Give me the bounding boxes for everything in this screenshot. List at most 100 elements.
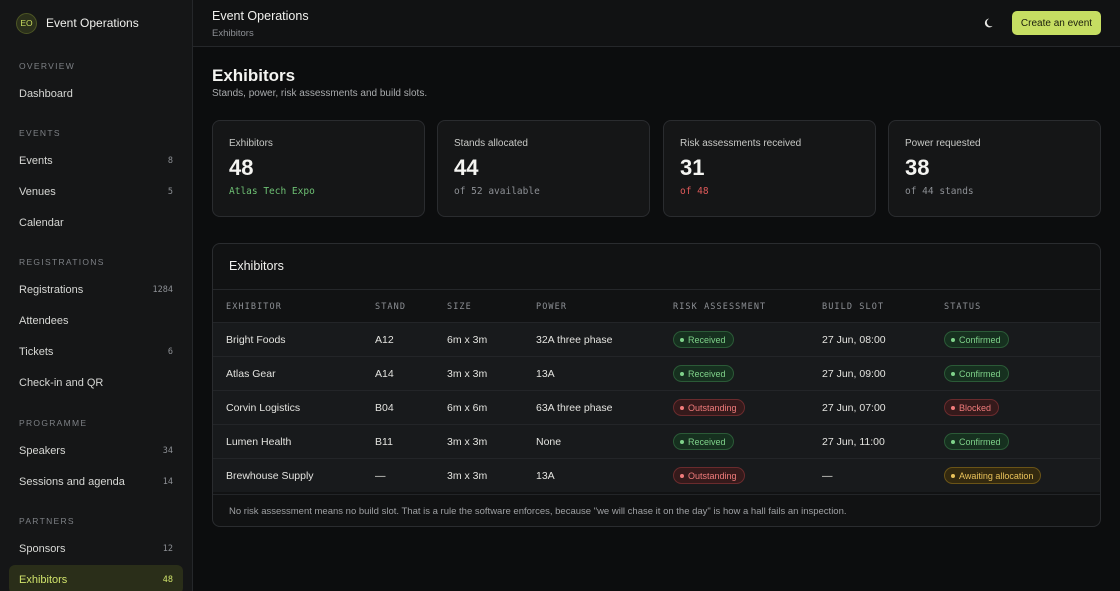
sidebar-item-count: 1284 bbox=[152, 284, 173, 295]
sidebar-item-events[interactable]: Events 8 bbox=[9, 146, 183, 175]
status-dot-icon bbox=[680, 337, 684, 342]
stat-label: Exhibitors bbox=[229, 138, 273, 149]
cell-exhibitor: Atlas Gear bbox=[226, 368, 276, 380]
table-row[interactable]: Brewhouse Supply — 3m x 3m 13A Outstanding — A… bbox=[213, 458, 1100, 492]
risk-badge: Received bbox=[673, 331, 734, 348]
cell-power: None bbox=[536, 436, 562, 448]
exhibitors-panel: Exhibitors EXHIBITOR STAND SIZE POWER RI… bbox=[212, 243, 1101, 527]
sidebar-item-label: Events bbox=[19, 154, 53, 167]
status-dot-icon bbox=[951, 405, 955, 410]
page-subtitle: Stands, power, risk assessments and buil… bbox=[212, 88, 428, 99]
sidebar-item-sponsors[interactable]: Sponsors 12 bbox=[9, 534, 183, 563]
sidebar-item-registrations[interactable]: Registrations 1284 bbox=[9, 275, 183, 304]
status-badge: Blocked bbox=[944, 399, 1000, 416]
column-header-risk[interactable]: RISK ASSESSMENT bbox=[673, 302, 767, 312]
cell-stand: A14 bbox=[375, 368, 394, 380]
status-dot-icon bbox=[951, 371, 955, 376]
stat-value: 48 bbox=[229, 155, 254, 180]
create-event-button[interactable]: Create an event bbox=[1012, 11, 1101, 35]
stat-value: 44 bbox=[454, 155, 479, 180]
cell-size: 3m x 3m bbox=[447, 470, 488, 482]
stat-card-exhibitors: Exhibitors 48 Atlas Tech Expo bbox=[212, 120, 425, 217]
cell-power: 32A three phase bbox=[536, 334, 613, 346]
sidebar-item-count: 12 bbox=[162, 543, 173, 554]
table-row[interactable]: Corvin Logistics B04 6m x 6m 63A three phas… bbox=[213, 390, 1100, 424]
stat-note: of 48 bbox=[680, 186, 709, 197]
table-row[interactable]: Bright Foods A12 6m x 3m 32A three phase Rec… bbox=[213, 322, 1100, 356]
brand[interactable]: EO Event Operations bbox=[0, 0, 192, 46]
table-footnote: No risk assessment means no build slot. … bbox=[213, 494, 1100, 526]
status-dot-icon bbox=[951, 473, 955, 478]
moon-icon[interactable] bbox=[983, 16, 997, 30]
table-header: EXHIBITOR STAND SIZE POWER RISK ASSESSME… bbox=[213, 289, 1100, 322]
status-dot-icon bbox=[951, 337, 955, 342]
sidebar-item-dashboard[interactable]: Dashboard bbox=[9, 79, 183, 108]
column-header-status[interactable]: STATUS bbox=[944, 302, 982, 312]
cell-exhibitor: Corvin Logistics bbox=[226, 402, 301, 414]
sidebar-item-exhibitors[interactable]: Exhibitors 48 bbox=[9, 565, 183, 591]
sidebar-item-speakers[interactable]: Speakers 34 bbox=[9, 436, 183, 465]
cell-size: 6m x 3m bbox=[447, 334, 488, 346]
cell-exhibitor: Bright Foods bbox=[226, 334, 286, 346]
stat-value: 38 bbox=[905, 155, 930, 180]
cell-build-slot: 27 Jun, 11:00 bbox=[822, 436, 885, 448]
cell-stand: B11 bbox=[375, 436, 393, 448]
risk-badge: Received bbox=[673, 433, 734, 450]
cell-stand: B04 bbox=[375, 402, 394, 414]
sidebar-item-label: Speakers bbox=[19, 444, 66, 457]
breadcrumb[interactable]: Exhibitors bbox=[212, 28, 254, 39]
cell-build-slot: — bbox=[822, 470, 833, 482]
status-dot-icon bbox=[680, 405, 684, 410]
sidebar-item-label: Sponsors bbox=[19, 542, 66, 555]
stat-value: 31 bbox=[680, 155, 705, 180]
column-header-exhibitor[interactable]: EXHIBITOR bbox=[226, 302, 282, 312]
risk-badge-label: Outstanding bbox=[688, 470, 737, 481]
status-badge-label: Blocked bbox=[959, 402, 992, 413]
app-title: Event Operations bbox=[212, 9, 309, 23]
cell-size: 3m x 3m bbox=[447, 436, 488, 448]
nav-section-partners: PARTNERS bbox=[19, 516, 75, 526]
nav-section-registrations: REGISTRATIONS bbox=[19, 257, 105, 267]
sidebar: EO Event Operations OVERVIEW Dashboard E… bbox=[0, 0, 193, 591]
status-badge-label: Confirmed bbox=[959, 368, 1001, 379]
cell-size: 6m x 6m bbox=[447, 402, 488, 414]
sidebar-item-label: Exhibitors bbox=[19, 573, 68, 586]
sidebar-item-venues[interactable]: Venues 5 bbox=[9, 177, 183, 206]
sidebar-item-count: 14 bbox=[162, 476, 173, 487]
status-dot-icon bbox=[680, 473, 684, 478]
cell-stand: A12 bbox=[375, 334, 394, 346]
sidebar-item-attendees[interactable]: Attendees bbox=[9, 306, 183, 335]
sidebar-item-count: 8 bbox=[167, 155, 173, 166]
column-header-stand[interactable]: STAND bbox=[375, 302, 407, 312]
cell-exhibitor: Brewhouse Supply bbox=[226, 470, 314, 482]
sidebar-item-label: Sessions and agenda bbox=[19, 475, 125, 488]
sidebar-item-calendar[interactable]: Calendar bbox=[9, 208, 183, 237]
column-header-build-slot[interactable]: BUILD SLOT bbox=[822, 302, 885, 312]
brand-name: Event Operations bbox=[46, 16, 139, 30]
sidebar-item-label: Venues bbox=[19, 185, 56, 198]
sidebar-item-count: 34 bbox=[162, 445, 173, 456]
sidebar-item-tickets[interactable]: Tickets 6 bbox=[9, 337, 183, 366]
sidebar-item-label: Attendees bbox=[19, 314, 69, 327]
stat-note: of 44 stands bbox=[905, 186, 974, 197]
table-row[interactable]: Lumen Health B11 3m x 3m None Received 27 Jun… bbox=[213, 424, 1100, 458]
column-header-power[interactable]: POWER bbox=[536, 302, 568, 312]
sidebar-item-label: Calendar bbox=[19, 216, 64, 229]
status-badge: Awaiting allocation bbox=[944, 467, 1042, 484]
sidebar-item-label: Tickets bbox=[19, 345, 54, 358]
status-dot-icon bbox=[680, 439, 684, 444]
sidebar-item-sessions[interactable]: Sessions and agenda 14 bbox=[9, 467, 183, 496]
table-row[interactable]: Atlas Gear A14 3m x 3m 13A Received 27 Jun, 0… bbox=[213, 356, 1100, 390]
cell-power: 13A bbox=[536, 368, 555, 380]
sidebar-item-count: 6 bbox=[167, 346, 173, 357]
status-badge-label: Confirmed bbox=[959, 334, 1001, 345]
stat-note: of 52 available bbox=[454, 186, 540, 197]
sidebar-item-check-in[interactable]: Check-in and QR bbox=[9, 368, 183, 397]
brand-logo: EO bbox=[16, 12, 37, 34]
cell-power: 63A three phase bbox=[536, 402, 613, 414]
topbar: Event Operations Exhibitors Create an ev… bbox=[193, 0, 1120, 47]
sidebar-item-count: 48 bbox=[162, 574, 173, 585]
risk-badge-label: Received bbox=[688, 368, 726, 379]
column-header-size[interactable]: SIZE bbox=[447, 302, 472, 312]
sidebar-item-label: Check-in and QR bbox=[19, 376, 104, 389]
